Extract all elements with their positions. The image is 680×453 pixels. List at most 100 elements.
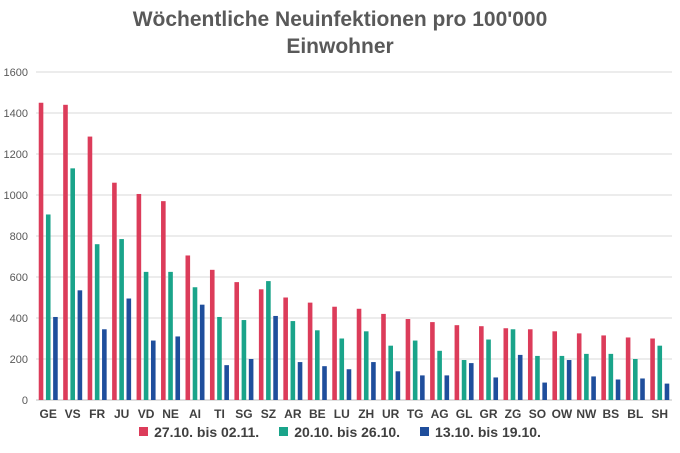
x-tick-label: FR <box>89 407 105 421</box>
x-tick-label: GL <box>456 407 473 421</box>
bar <box>315 330 320 400</box>
x-tick-label: OW <box>552 407 573 421</box>
bar <box>576 333 582 400</box>
bar <box>185 255 191 400</box>
bar <box>248 359 254 400</box>
bar <box>388 345 393 400</box>
bar <box>192 287 198 400</box>
bar <box>70 168 75 400</box>
bar <box>356 308 362 400</box>
bar <box>209 269 215 400</box>
x-axis-ticks: GE VS FR JU VD NE AI TI SG SZ AR BE LU ZH UR TG AG GL GR ZG… <box>40 407 669 421</box>
legend-item: 13.10. bis 19.10. <box>420 424 541 440</box>
bar <box>224 365 229 400</box>
bar <box>552 331 558 400</box>
y-tick-label: 1000 <box>4 190 28 202</box>
bar <box>241 320 247 400</box>
bar <box>234 282 240 400</box>
bar <box>615 379 621 400</box>
bar <box>584 353 589 400</box>
bar <box>63 104 68 401</box>
bar <box>559 355 565 400</box>
bar <box>94 244 100 400</box>
bar <box>468 363 474 400</box>
bar <box>346 369 352 400</box>
bar <box>381 313 386 400</box>
bar <box>437 350 442 400</box>
bar <box>503 328 509 400</box>
x-tick-label: UR <box>382 407 400 421</box>
x-tick-label: NW <box>576 407 597 421</box>
bar <box>363 331 369 400</box>
y-tick-label: 0 <box>22 395 28 407</box>
bar <box>258 289 264 400</box>
bar <box>45 214 51 400</box>
bar <box>126 298 132 400</box>
bar <box>332 306 337 400</box>
legend-item: 27.10. bis 02.11. <box>139 424 259 440</box>
bar <box>38 102 44 400</box>
bar <box>657 345 663 400</box>
bar <box>444 375 450 400</box>
bar <box>273 315 278 400</box>
y-tick-label: 200 <box>10 354 28 366</box>
bar <box>461 360 467 400</box>
x-tick-label: GE <box>40 407 57 421</box>
x-tick-label: SZ <box>261 407 276 421</box>
bar <box>633 359 638 400</box>
legend-swatch <box>139 427 149 436</box>
bar <box>601 335 606 400</box>
bar <box>283 297 288 400</box>
bar <box>608 353 614 400</box>
legend-label: 13.10. bis 19.10. <box>435 424 541 440</box>
bar <box>199 304 205 400</box>
bar <box>322 366 327 400</box>
x-tick-label: VD <box>138 407 155 421</box>
x-tick-label: JU <box>114 407 129 421</box>
bar <box>217 316 222 400</box>
x-tick-label: BS <box>603 407 620 421</box>
bar <box>77 290 83 400</box>
bar <box>307 302 313 400</box>
bar <box>53 316 58 400</box>
bar <box>150 340 156 400</box>
bar <box>510 329 516 400</box>
legend: 27.10. bis 02.11. 20.10. bis 26.10. 13.10.… <box>0 424 680 440</box>
bar <box>290 321 296 400</box>
x-tick-label: TG <box>407 407 424 421</box>
bar <box>297 362 303 400</box>
bar <box>486 339 491 400</box>
bar <box>625 337 631 400</box>
bar <box>517 354 523 400</box>
legend-label: 20.10. bis 26.10. <box>294 424 401 440</box>
y-axis-ticks: 0 200 400 600 800 1000 1200 1400 1600 <box>4 67 28 407</box>
bar <box>454 325 460 400</box>
y-tick-label: 1400 <box>4 108 28 120</box>
x-tick-label: AI <box>189 407 201 421</box>
x-tick-label: VS <box>65 407 81 421</box>
x-tick-label: SG <box>235 407 252 421</box>
chart-title-line-1: Wöchentliche Neuinfektionen pro 100'000 <box>132 8 548 31</box>
bar <box>119 239 124 400</box>
bar <box>430 322 435 400</box>
bar <box>339 338 345 400</box>
legend-swatch <box>279 427 289 436</box>
bar <box>566 360 572 400</box>
bar <box>112 182 117 400</box>
x-tick-label: GR <box>480 407 498 421</box>
y-tick-label: 800 <box>10 231 28 243</box>
legend-swatch <box>420 427 430 436</box>
bar <box>395 371 401 400</box>
bar <box>266 281 271 400</box>
bar <box>479 326 484 400</box>
chart-title-line-2: Einwohner <box>286 35 394 58</box>
bar <box>136 193 142 400</box>
x-tick-label: ZH <box>358 407 374 421</box>
legend-item: 20.10. bis 26.10. <box>279 424 400 440</box>
y-tick-label: 1600 <box>4 67 28 79</box>
x-tick-label: AR <box>284 407 302 421</box>
bar <box>161 201 166 400</box>
bars <box>38 102 670 401</box>
y-tick-label: 1200 <box>4 149 28 161</box>
